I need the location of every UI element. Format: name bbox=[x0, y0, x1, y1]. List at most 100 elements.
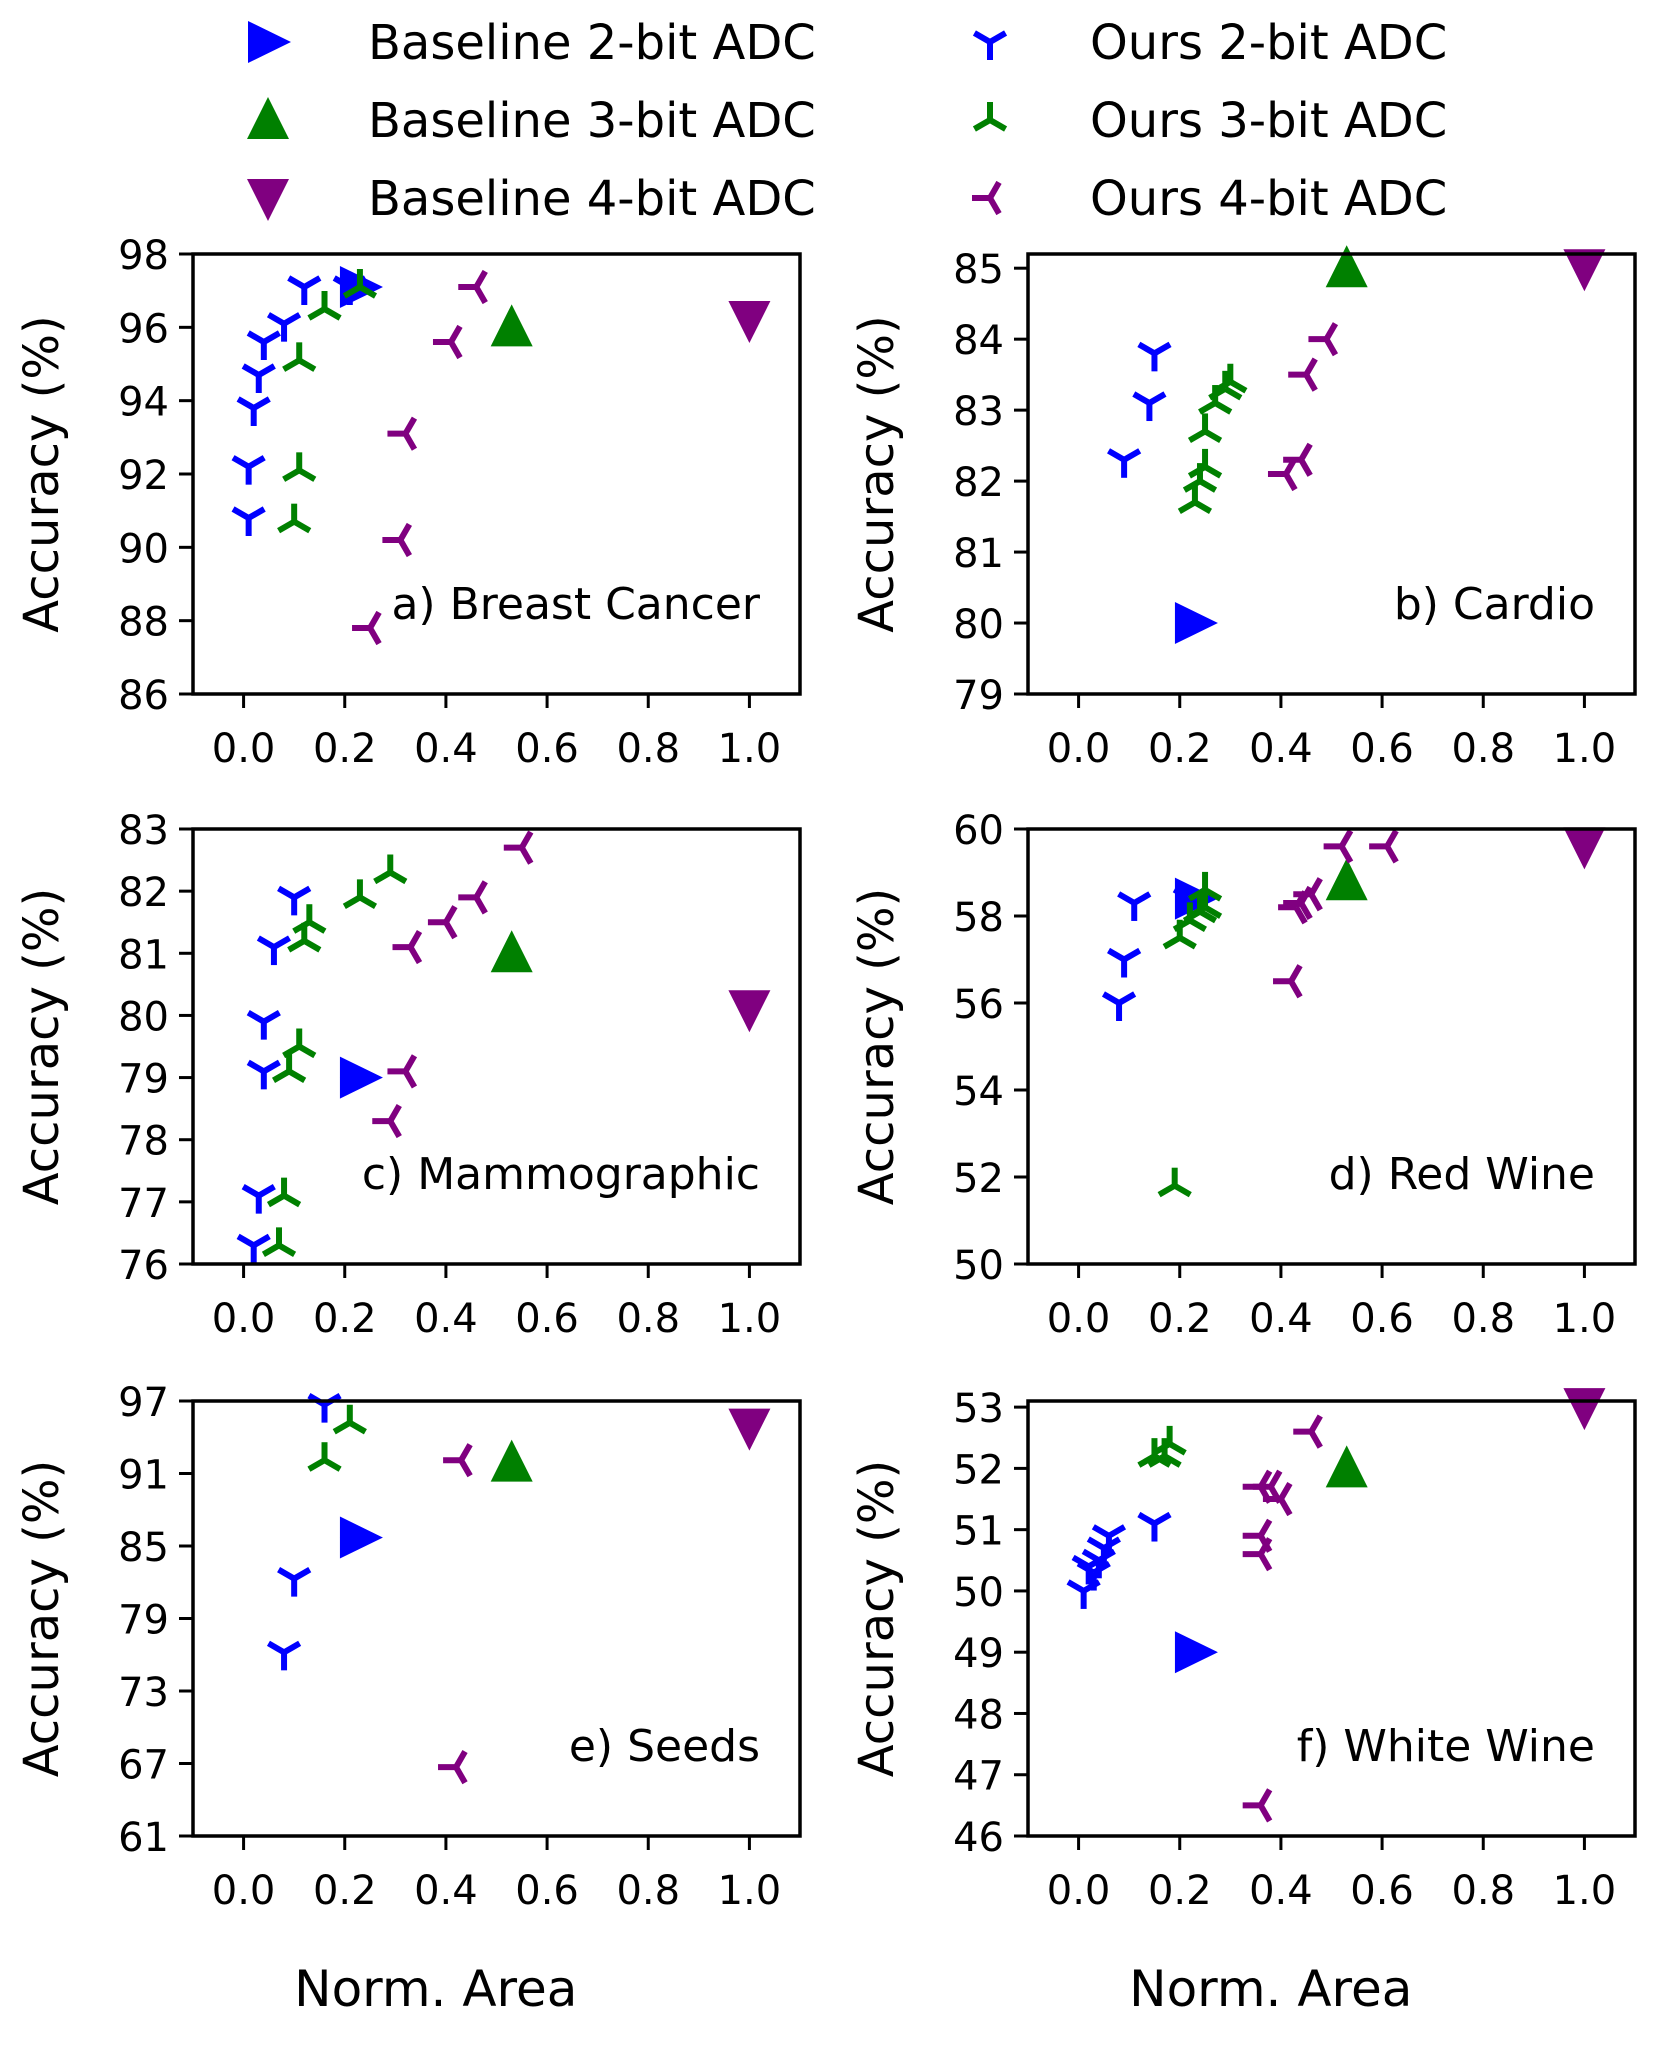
series-ours-3-bit-adc bbox=[261, 854, 408, 1257]
data-point-ours-3-bit-adc bbox=[1187, 413, 1223, 444]
y-axis-label: Accuracy (%) bbox=[849, 1460, 905, 1777]
data-point-ours-2-bit-adc bbox=[1091, 1524, 1127, 1554]
y-tick-label: 73 bbox=[118, 1670, 169, 1716]
y-tick-label: 82 bbox=[953, 460, 1004, 506]
y-tick-label: 49 bbox=[953, 1631, 1004, 1677]
x-tick-label: 0.2 bbox=[313, 1296, 377, 1342]
x-tick-label: 0.4 bbox=[414, 1868, 478, 1914]
y-tick-label: 85 bbox=[953, 247, 1004, 293]
data-point-ours-3-bit-adc bbox=[266, 1177, 302, 1208]
legend-entry-ours-4-bit-adc: Ours 4-bit ADC bbox=[972, 171, 1447, 227]
data-point-ours-2-bit-adc bbox=[246, 1010, 281, 1040]
x-tick-label: 1.0 bbox=[718, 1296, 782, 1342]
data-point-ours-4-bit-adc bbox=[503, 830, 534, 865]
y-tick-label: 56 bbox=[953, 982, 1004, 1028]
data-point-ours-3-bit-adc bbox=[307, 291, 342, 321]
series-baseline-3-bit-adc bbox=[1325, 245, 1368, 288]
y-tick-label: 77 bbox=[118, 1181, 169, 1227]
series-ours-3-bit-adc bbox=[1137, 1425, 1187, 1468]
x-tick-label: 0.6 bbox=[515, 1296, 579, 1342]
series-baseline-4-bit-adc bbox=[1563, 827, 1606, 870]
series-baseline-3-bit-adc bbox=[1325, 858, 1368, 901]
series-layer bbox=[236, 830, 771, 1264]
series-ours-4-bit-adc bbox=[352, 269, 488, 646]
y-tick-label: 80 bbox=[953, 602, 1004, 648]
data-point-ours-2-bit-adc bbox=[236, 1233, 271, 1264]
data-point-ours-3-bit-adc bbox=[282, 1028, 317, 1059]
data-point-ours-4-bit-adc bbox=[1293, 1414, 1323, 1449]
y-axis-label: Accuracy (%) bbox=[849, 315, 905, 632]
data-point-ours-2-bit-adc bbox=[277, 1567, 312, 1597]
data-point-ours-2-bit-adc bbox=[1132, 391, 1167, 422]
x-axis-label: Norm. Area bbox=[294, 1960, 577, 2018]
data-point-ours-2-bit-adc bbox=[231, 455, 266, 485]
series-baseline-4-bit-adc bbox=[728, 990, 771, 1033]
y-tick-label: 86 bbox=[118, 673, 169, 719]
data-point-baseline-4-bit-adc bbox=[1563, 827, 1606, 870]
data-point-ours-3-bit-adc bbox=[1157, 1167, 1192, 1198]
y-tick-label: 61 bbox=[118, 1815, 169, 1861]
data-point-baseline-4-bit-adc bbox=[728, 1408, 771, 1451]
data-point-ours-3-bit-adc bbox=[282, 452, 317, 482]
series-layer bbox=[231, 266, 771, 646]
y-axis-label: Accuracy (%) bbox=[14, 315, 70, 632]
y-tick-label: 92 bbox=[118, 453, 169, 499]
y-tick-label: 78 bbox=[118, 1119, 169, 1165]
y-tick-label: 76 bbox=[118, 1243, 169, 1289]
data-point-ours-4-bit-adc bbox=[427, 905, 458, 940]
series-layer bbox=[1101, 827, 1606, 1198]
data-point-ours-3-bit-adc bbox=[1152, 1425, 1187, 1456]
x-tick-label: 0.4 bbox=[414, 726, 478, 772]
series-baseline-2-bit-adc bbox=[1174, 877, 1218, 920]
data-point-ours-3-bit-adc bbox=[277, 503, 312, 534]
data-point-ours-2-bit-adc bbox=[277, 885, 312, 916]
legend-marker-y-down-icon bbox=[972, 30, 1008, 60]
y-tick-label: 96 bbox=[118, 306, 169, 352]
series-baseline-3-bit-adc bbox=[490, 1439, 533, 1482]
x-tick-label: 0.0 bbox=[212, 1868, 276, 1914]
y-tick-label: 52 bbox=[953, 1156, 1004, 1202]
panel-f-white-wine: 46 47 48 49 50 51 52 53 0.0 0.2 0.4 0.6 0.8 1.0 Accura… bbox=[849, 1386, 1637, 2018]
panel-d-red-wine: 50 52 54 56 58 60 0.0 0.2 0.4 0.6 0.8 1.0 Accuracy (… bbox=[849, 808, 1637, 1342]
data-point-baseline-3-bit-adc bbox=[1325, 1445, 1368, 1488]
data-point-baseline-3-bit-adc bbox=[490, 930, 533, 973]
x-tick-label: 0.2 bbox=[313, 1868, 377, 1914]
data-point-ours-4-bit-adc bbox=[1262, 1481, 1293, 1517]
series-ours-4-bit-adc bbox=[1273, 829, 1399, 999]
y-tick-label: 97 bbox=[118, 1380, 169, 1426]
y-tick-label: 50 bbox=[953, 1243, 1004, 1289]
series-baseline-4-bit-adc bbox=[728, 301, 771, 343]
data-point-ours-2-bit-adc bbox=[1107, 448, 1142, 478]
data-point-ours-3-bit-adc bbox=[1187, 871, 1223, 902]
x-tick-label: 0.6 bbox=[1350, 1868, 1414, 1914]
y-tick-label: 47 bbox=[953, 1754, 1004, 1800]
data-point-ours-4-bit-adc bbox=[392, 929, 423, 965]
x-tick-label: 0.8 bbox=[616, 1868, 680, 1914]
panel-e-seeds: 61 67 73 79 85 91 97 0.0 0.2 0.4 0.6 0.8 1.0 Accuracy… bbox=[14, 1380, 802, 2018]
data-point-ours-2-bit-adc bbox=[1137, 341, 1172, 372]
data-point-baseline-2-bit-adc bbox=[339, 1056, 383, 1099]
data-point-baseline-2-bit-adc bbox=[1174, 877, 1218, 920]
y-tick-label: 79 bbox=[118, 1057, 169, 1103]
data-point-ours-3-bit-adc bbox=[342, 879, 378, 909]
data-point-baseline-3-bit-adc bbox=[1325, 858, 1368, 901]
legend-label: Baseline 4-bit ADC bbox=[368, 171, 816, 227]
data-point-baseline-3-bit-adc bbox=[1325, 245, 1368, 288]
data-point-ours-4-bit-adc bbox=[1288, 357, 1318, 392]
x-tick-label: 0.8 bbox=[616, 726, 680, 772]
series-ours-3-bit-adc bbox=[307, 1404, 367, 1472]
data-point-ours-3-bit-adc bbox=[373, 854, 408, 885]
series-ours-3-bit-adc bbox=[1177, 363, 1248, 514]
panel-title: a) Breast Cancer bbox=[391, 579, 760, 630]
y-tick-label: 82 bbox=[118, 870, 169, 916]
legend-marker-tri-right-icon bbox=[248, 21, 291, 63]
data-point-ours-2-bit-adc bbox=[1117, 891, 1152, 921]
series-ours-2-bit-adc bbox=[266, 1393, 342, 1671]
data-point-baseline-3-bit-adc bbox=[490, 304, 533, 347]
data-point-ours-3-bit-adc bbox=[272, 1053, 307, 1083]
x-tick-label: 0.0 bbox=[212, 1296, 276, 1342]
y-tick-label: 50 bbox=[953, 1570, 1004, 1616]
data-point-ours-3-bit-adc bbox=[307, 1442, 342, 1472]
y-tick-label: 53 bbox=[953, 1386, 1004, 1432]
series-ours-2-bit-adc bbox=[1066, 1511, 1172, 1609]
